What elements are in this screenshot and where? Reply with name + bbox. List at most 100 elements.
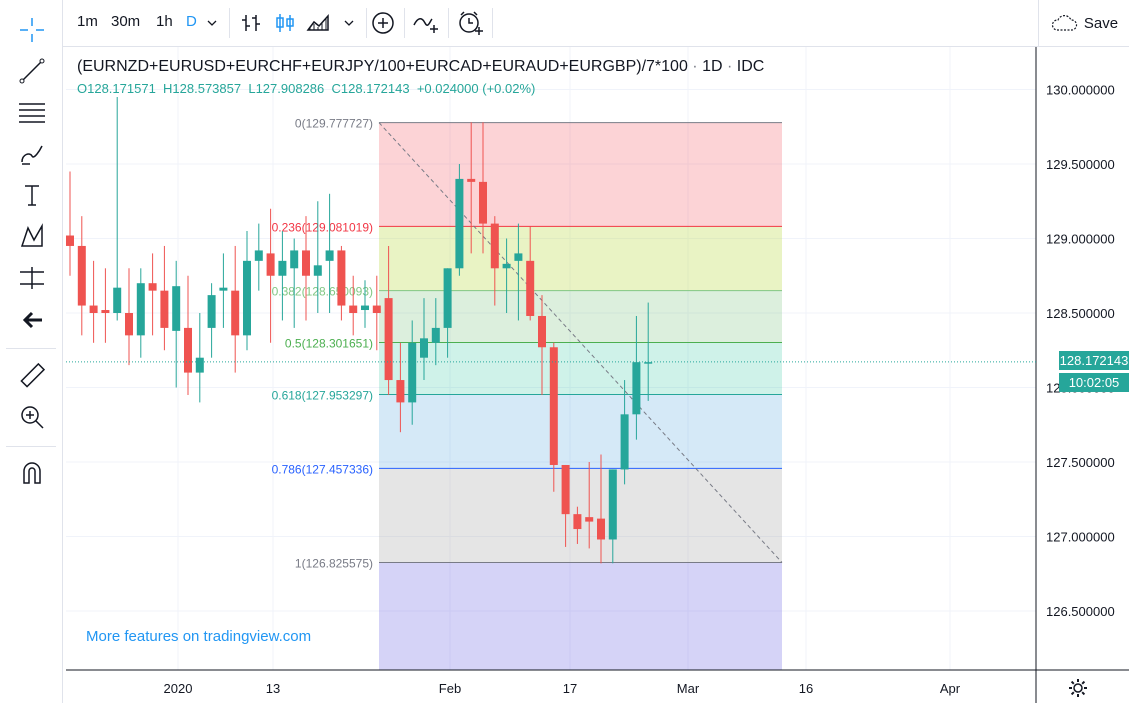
y-tick-label: 129.500000 xyxy=(1046,157,1115,172)
countdown-label: 10:02:05 xyxy=(1059,373,1129,392)
ohlc-values: O128.171571 H128.573857 L127.908286 C128… xyxy=(77,81,535,96)
candle-body xyxy=(467,178,476,182)
ohlc-high: H128.573857 xyxy=(163,81,242,96)
y-tick-label: 126.500000 xyxy=(1046,604,1115,619)
toolbar-separator xyxy=(6,348,56,349)
candle-body xyxy=(408,342,417,403)
candle-body xyxy=(443,268,452,328)
candle-body xyxy=(644,362,653,364)
candle-body xyxy=(479,181,487,224)
candle-body xyxy=(490,223,499,269)
candle-body xyxy=(502,263,511,269)
ohlc-low: L127.908286 xyxy=(248,81,325,96)
y-tick-label: 129.000000 xyxy=(1046,232,1115,247)
more-features-link[interactable]: More features on tradingview.com xyxy=(86,628,312,645)
cloud-icon xyxy=(1051,15,1077,31)
toolbar-separator xyxy=(6,446,56,447)
magnet-icon[interactable] xyxy=(16,457,48,489)
candle-body xyxy=(243,260,251,336)
candle-body xyxy=(549,347,558,465)
candle-body xyxy=(361,305,369,311)
compare-add-icon[interactable] xyxy=(368,8,398,38)
candles-chart-icon[interactable] xyxy=(270,8,300,38)
candle-body xyxy=(538,315,546,348)
measure-tools-icon[interactable] xyxy=(16,262,48,294)
fib-zone xyxy=(379,226,782,291)
back-arrow-icon[interactable] xyxy=(16,304,48,336)
candle-body xyxy=(254,250,263,261)
pattern-icon[interactable] xyxy=(16,220,48,252)
candle-body xyxy=(160,290,169,328)
candle-body xyxy=(207,295,216,328)
x-tick-label: 13 xyxy=(266,681,280,696)
zoom-in-icon[interactable] xyxy=(16,401,48,433)
candle-body xyxy=(372,305,381,313)
save-button[interactable]: Save xyxy=(1038,0,1129,46)
candle-body xyxy=(632,362,641,415)
fib-zone xyxy=(379,562,782,670)
brush-icon[interactable] xyxy=(16,138,48,170)
candle-body xyxy=(113,287,122,313)
last-price-label: 128.172143 xyxy=(1059,351,1129,370)
candle-body xyxy=(231,290,240,336)
ruler-icon[interactable] xyxy=(16,360,48,392)
chevron-down-icon[interactable] xyxy=(339,8,359,38)
candle-body xyxy=(396,380,405,403)
fib-zone xyxy=(379,342,782,395)
x-tick-label: Mar xyxy=(677,681,700,696)
save-label: Save xyxy=(1083,14,1119,32)
timeframe-d[interactable]: D xyxy=(186,13,197,30)
toolbar-separator xyxy=(404,8,405,38)
candle-body xyxy=(290,250,299,269)
crosshair-icon[interactable] xyxy=(16,14,48,46)
candle-body xyxy=(455,178,464,269)
gear-icon[interactable] xyxy=(1066,676,1090,700)
candle-body xyxy=(184,327,192,373)
timeframe-1m[interactable]: 1m xyxy=(77,13,98,30)
toolbar-separator xyxy=(448,8,449,38)
candle-body xyxy=(526,260,535,316)
fib-level-label: 1(126.825575) xyxy=(295,556,373,570)
drawing-toolbar xyxy=(0,0,63,703)
x-tick-label: 17 xyxy=(563,681,577,696)
candle-body xyxy=(337,250,346,306)
candle-body xyxy=(278,260,287,276)
candle-body xyxy=(608,469,617,540)
symbol-legend[interactable]: (EURNZD+EURUSD+EURCHF+EURJPY/100+EURCAD+… xyxy=(77,58,765,75)
candle-body xyxy=(66,235,74,246)
candle-body xyxy=(219,287,228,291)
candle-body xyxy=(514,253,523,261)
fib-level-label: 0.382(128.650093) xyxy=(272,285,373,299)
bars-chart-icon[interactable] xyxy=(236,8,266,38)
x-tick-label: 16 xyxy=(799,681,813,696)
candle-body xyxy=(573,514,582,530)
candle-body xyxy=(585,517,594,522)
candle-body xyxy=(101,310,110,313)
y-tick-label: 127.000000 xyxy=(1046,530,1115,545)
candle-body xyxy=(620,414,629,470)
text-icon[interactable] xyxy=(16,179,48,211)
price-chart[interactable]: 0(129.777727) 0.236(129.081019) 0.382(128.… xyxy=(63,47,1129,703)
trend-line-icon[interactable] xyxy=(16,55,48,87)
candle-body xyxy=(431,327,440,343)
candle-body xyxy=(597,518,605,540)
fib-level-label: 0.5(128.301651) xyxy=(285,337,373,351)
area-chart-icon[interactable] xyxy=(303,8,333,38)
indicators-icon[interactable] xyxy=(411,8,441,38)
candle-body xyxy=(384,298,393,381)
timeframe-1h[interactable]: 1h xyxy=(156,13,173,30)
horizontal-lines-icon[interactable] xyxy=(16,96,48,128)
fib-level-label: 0.236(129.081019) xyxy=(272,220,373,234)
candle-body xyxy=(148,283,157,291)
alert-clock-icon[interactable] xyxy=(456,8,486,38)
y-tick-label: 128.500000 xyxy=(1046,306,1115,321)
candle-body xyxy=(313,265,322,276)
ohlc-open: O128.171571 xyxy=(77,81,156,96)
fib-trend-line xyxy=(378,122,783,563)
candle-body xyxy=(349,305,358,313)
candle-body xyxy=(266,253,275,276)
chevron-down-icon[interactable] xyxy=(202,8,222,38)
y-tick-label: 127.500000 xyxy=(1046,455,1115,470)
fib-zone xyxy=(379,122,782,227)
timeframe-30m[interactable]: 30m xyxy=(111,13,141,30)
